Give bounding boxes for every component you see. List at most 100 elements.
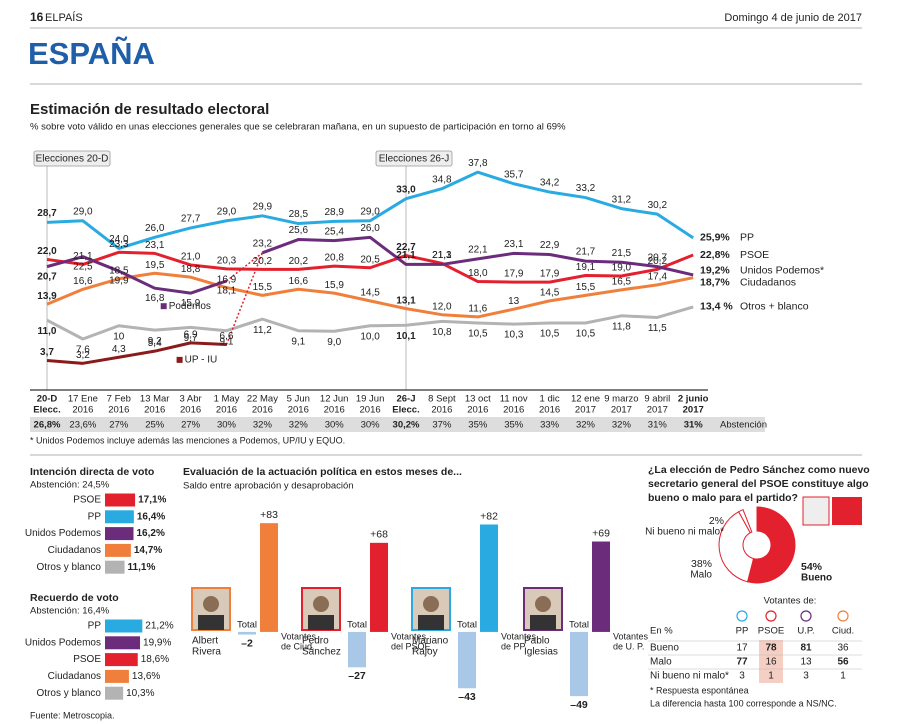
value-label: 30,2 — [648, 200, 668, 211]
value-label: 9,2 — [148, 336, 162, 347]
value-label: 20,5 — [360, 254, 380, 265]
abstention-value: 32% — [253, 420, 273, 431]
pie-slice — [738, 509, 753, 534]
panel-title: Evaluación de la actuación política en e… — [183, 466, 462, 478]
abstention-value: 30% — [325, 420, 345, 431]
value-label: 10,5 — [468, 329, 488, 340]
bar — [348, 631, 366, 668]
bar — [105, 636, 141, 650]
legend-label: Otros + blanco — [740, 301, 809, 313]
x-tick-label: 2016 — [360, 405, 381, 416]
group-label: del PSOE — [391, 641, 431, 651]
abstention-value: 25% — [145, 420, 165, 431]
table-cell: 56 — [837, 657, 849, 668]
panel-subtitle: Saldo entre aprobación y desaprobación — [183, 481, 354, 492]
bar-label: Unidos Podemos — [25, 637, 101, 648]
column-header: PP — [736, 626, 749, 637]
x-tick-label: 2016 — [180, 405, 201, 416]
portrait-body — [198, 615, 224, 630]
x-tick-label: 2016 — [216, 405, 237, 416]
x-tick-label: 17 Ene — [68, 394, 98, 405]
value-label: 9,7 — [184, 333, 198, 344]
party-icon — [765, 610, 777, 622]
portrait-body — [418, 615, 444, 630]
legend-label: Unidos Podemos* — [740, 265, 824, 277]
value-label: –2 — [241, 637, 253, 649]
x-tick-label: Elecc. — [33, 405, 60, 416]
bar — [238, 631, 256, 635]
person-name: Pablo — [524, 636, 550, 647]
table-cell: 77 — [736, 657, 748, 668]
slice-label: Bueno — [801, 573, 832, 584]
abstention-value: 32% — [576, 420, 596, 431]
portrait-body — [308, 615, 334, 630]
bar-label: PSOE — [73, 654, 101, 665]
value-label: 22,5 — [73, 261, 93, 272]
series-line — [46, 305, 694, 341]
x-tick-label: 9 marzo — [604, 394, 638, 405]
value-label: 10,3 — [504, 330, 524, 341]
legend-label: PSOE — [740, 249, 769, 261]
value-label: 28,7 — [37, 208, 57, 219]
value-label: 14,7% — [134, 545, 162, 556]
value-label: 10,8 — [432, 327, 452, 338]
abstention-value: 23,6% — [69, 420, 96, 431]
end-value-label: 25,9% — [700, 232, 730, 244]
total-label: Total — [237, 619, 257, 630]
x-tick-label: 2017 — [575, 405, 596, 416]
table-cell: 81 — [800, 643, 812, 654]
value-label: 19,9% — [143, 637, 171, 648]
legend-label: Ciudadanos — [740, 276, 796, 288]
value-label: 16,8 — [145, 293, 165, 304]
value-label: 17,9 — [504, 269, 524, 280]
value-label: 13,6% — [132, 671, 160, 682]
value-label: 20,2 — [253, 256, 273, 267]
end-value-label: 19,2% — [700, 265, 730, 277]
legend-label: UP - IU — [185, 355, 218, 366]
end-value-label: 13,4 % — [700, 301, 733, 313]
value-label: 13,1 — [396, 295, 416, 306]
x-tick-label: 2016 — [108, 405, 129, 416]
series-line — [46, 341, 227, 365]
panel-title: bueno o malo para el partido? — [648, 492, 798, 504]
value-label: 21,1 — [73, 251, 93, 262]
column-header: En % — [650, 626, 673, 637]
value-label: 9,1 — [291, 336, 305, 347]
chart-title: Estimación de resultado electoral — [30, 101, 269, 118]
x-tick-label: 1 dic — [540, 394, 560, 405]
series-line — [46, 255, 227, 295]
value-label: –27 — [348, 670, 366, 682]
x-tick-label: 2016 — [539, 405, 560, 416]
value-label: 26,0 — [145, 223, 165, 234]
value-label: 16,5 — [612, 276, 632, 287]
value-label: 25,4 — [324, 226, 344, 237]
paper-name: ELPAÍS — [45, 11, 83, 24]
party-icon — [736, 610, 748, 622]
group-label: Votantes — [613, 631, 649, 641]
abstention-value: 32% — [612, 420, 632, 431]
bar — [105, 527, 134, 541]
total-label: Total — [347, 619, 367, 630]
value-label: 23,1 — [504, 239, 524, 250]
value-label: 20,7 — [37, 271, 57, 282]
x-tick-label: 2016 — [144, 405, 165, 416]
value-label: 12,0 — [432, 301, 452, 312]
x-tick-label: 13 oct — [465, 394, 491, 405]
logo — [802, 496, 830, 526]
group-label: de U. P. — [613, 641, 644, 651]
value-label: 13,9 — [37, 291, 57, 302]
x-tick-label: 1 May — [214, 394, 240, 405]
value-label: 13 — [508, 296, 520, 307]
table-cell: 1 — [768, 671, 774, 682]
highlight-column — [759, 640, 783, 683]
abstention-label: Abstención — [720, 420, 767, 431]
value-label: 15,5 — [253, 282, 273, 293]
date: Domingo 4 de junio de 2017 — [724, 12, 862, 24]
x-tick-label: 22 May — [247, 394, 278, 405]
value-label: 16,6 — [289, 276, 309, 287]
value-label: 15,9 — [181, 298, 201, 309]
bar — [570, 631, 588, 697]
annotation-box — [33, 150, 111, 167]
pie-slice — [718, 511, 755, 583]
